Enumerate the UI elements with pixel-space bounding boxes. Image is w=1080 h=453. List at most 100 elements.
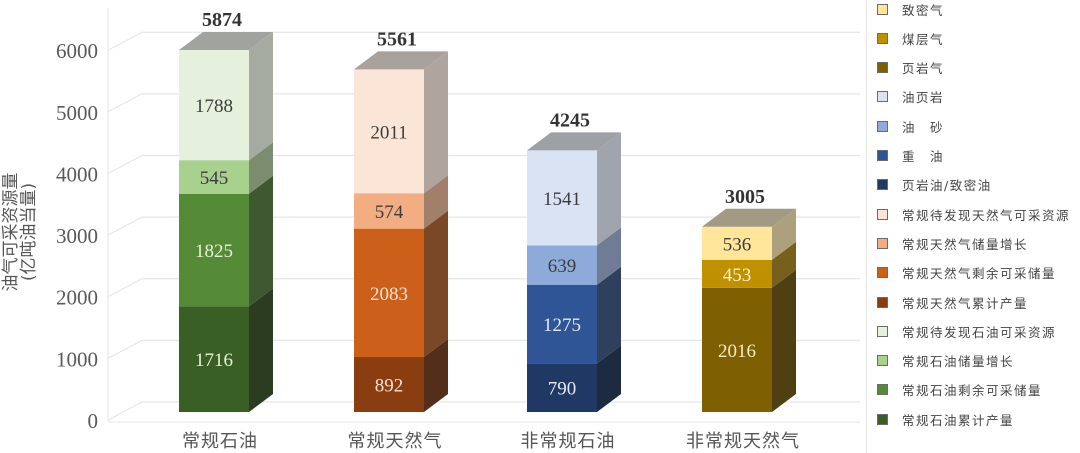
legend-label: 常规石油剩余可采储量 [902, 383, 1043, 399]
bar-segment: 574 [354, 175, 448, 229]
legend-item: 重 油 [877, 146, 944, 166]
segment-value-label: 453 [723, 265, 752, 286]
legend-label: 常规天然气累计产量 [902, 295, 1029, 311]
legend-item: 油 砂 [877, 116, 944, 136]
x-category-label: 常规天然气 [348, 431, 443, 452]
legend-item: 常规天然气储量增长 [877, 233, 1028, 253]
bars: 1716 1825 545 1788 5874 892 2083 574 2011 5561 790… [179, 9, 796, 412]
segment-value-label: 1716 [195, 350, 233, 371]
y-axis-title-line: (亿吨油当量) [19, 183, 39, 281]
legend-swatch-icon [877, 208, 888, 220]
segment-value-label: 2016 [718, 341, 756, 362]
legend-label: 煤层气 [902, 31, 945, 47]
bar-total-label: 3005 [725, 186, 765, 208]
legend-swatch-icon [877, 413, 888, 425]
bar-segment: 2016 [702, 269, 796, 412]
x-category-label: 非常规石油 [521, 431, 616, 452]
legend-label: 页岩气 [902, 61, 945, 77]
legend-item: 常规天然气剩余可采储量 [877, 263, 1056, 283]
y-axis: 0 1000 2000 3000 4000 5000 6000 [56, 39, 98, 433]
segment-value-label: 536 [723, 234, 752, 255]
legend-label: 常规石油累计产量 [902, 412, 1015, 428]
bar-segment: 536 [702, 208, 796, 260]
legend-swatch-icon [877, 355, 888, 367]
legend-item: 常规待发现天然气可采资源 [877, 204, 1070, 224]
bar-segment: 639 [527, 227, 621, 285]
legend-item: 常规石油剩余可采储量 [877, 380, 1042, 400]
bar-segment: 545 [179, 142, 273, 194]
segment-value-label: 1825 [195, 241, 233, 262]
y-tick-label: 5000 [56, 101, 98, 125]
legend-item: 常规天然气累计产量 [877, 292, 1028, 312]
segment-value-label: 545 [200, 168, 229, 189]
legend-swatch-icon [877, 91, 888, 103]
bar-segment: 1541 [527, 132, 621, 246]
legend-swatch-icon [877, 120, 888, 132]
legend-label: 重 油 [902, 149, 945, 164]
bar-segment: 1825 [179, 175, 273, 307]
legend-swatch-icon [877, 267, 888, 279]
bar-segment: 2083 [354, 210, 448, 358]
legend-swatch-icon [877, 237, 888, 249]
bar-segment: 1275 [527, 266, 621, 364]
bar-total-label: 4245 [550, 109, 590, 131]
legend-label: 油 砂 [902, 119, 945, 135]
segment-value-label: 2083 [370, 284, 408, 305]
x-category-label: 非常规天然气 [686, 431, 800, 452]
legend-label: 页岩油/致密油 [902, 178, 992, 194]
segment-value-label: 2011 [370, 122, 407, 143]
legend-item: 页岩气 [877, 58, 944, 78]
legend-item: 油页岩 [877, 87, 944, 107]
bar-stack: 892 2083 574 2011 5561 [354, 28, 448, 412]
y-tick-label: 1000 [56, 347, 98, 371]
legend: 致密气 煤层气 页岩气 油页岩油 砂重 油页岩油/致密油 常规待发现天然气可采资源 常规天… [866, 0, 1080, 453]
bar-total-label: 5874 [202, 9, 242, 31]
bar-segment: 790 [527, 345, 621, 412]
x-axis: 常规石油 常规天然气 非常规石油 非常规天然气 [182, 431, 800, 452]
bar-stack: 790 1275 639 1541 4245 [527, 109, 621, 412]
bar-segment: 892 [354, 339, 448, 412]
y-axis-title: 油气可采资源量(亿吨油当量) [1, 173, 39, 292]
y-tick-label: 2000 [56, 286, 98, 310]
legend-item: 常规待发现石油可采资源 [877, 321, 1056, 341]
segment-value-label: 1541 [543, 189, 581, 210]
legend-swatch-icon [877, 32, 888, 44]
legend-label: 常规石油储量增长 [902, 354, 1015, 370]
legend-item: 致密气 [877, 0, 944, 19]
legend-item: 常规石油储量增长 [877, 351, 1014, 371]
y-tick-label: 6000 [56, 39, 98, 63]
legend-swatch-icon [877, 150, 888, 161]
legend-swatch-icon [877, 62, 888, 74]
y-tick-label: 3000 [56, 224, 98, 248]
y-axis-title-line: 油气可采资源量 [1, 173, 21, 292]
legend-item: 煤层气 [877, 28, 944, 48]
legend-label: 致密气 [902, 2, 945, 18]
legend-label: 常规天然气剩余可采储量 [902, 266, 1057, 282]
segment-value-label: 1275 [543, 315, 581, 336]
segment-value-label: 574 [375, 202, 404, 223]
bar-segment: 453 [702, 241, 796, 288]
segment-value-label: 892 [375, 376, 404, 397]
segment-value-label: 639 [548, 256, 577, 277]
legend-swatch-icon [877, 325, 888, 337]
legend-item: 页岩油/致密油 [877, 175, 992, 195]
legend-swatch-icon [877, 179, 888, 191]
x-category-label: 常规石油 [182, 431, 258, 452]
bar-stack: 2016 453 536 3005 [702, 186, 796, 412]
bar-stack: 1716 1825 545 1788 5874 [179, 9, 273, 412]
bar-total-label: 5561 [377, 28, 417, 50]
legend-label: 油页岩 [902, 90, 945, 106]
legend-label: 常规待发现天然气可采资源 [902, 207, 1071, 223]
legend-swatch-icon [877, 384, 888, 396]
bar-segment: 1716 [179, 288, 273, 412]
legend-swatch-icon [877, 3, 888, 15]
bar-segment: 1788 [179, 32, 273, 161]
segment-value-label: 790 [548, 379, 577, 400]
legend-swatch-icon [877, 296, 888, 308]
bar-segment: 2011 [354, 51, 448, 194]
y-tick-label: 4000 [56, 162, 98, 186]
legend-item: 常规石油累计产量 [877, 409, 1014, 429]
y-tick-label: 0 [88, 409, 99, 433]
segment-value-label: 1788 [195, 96, 233, 117]
